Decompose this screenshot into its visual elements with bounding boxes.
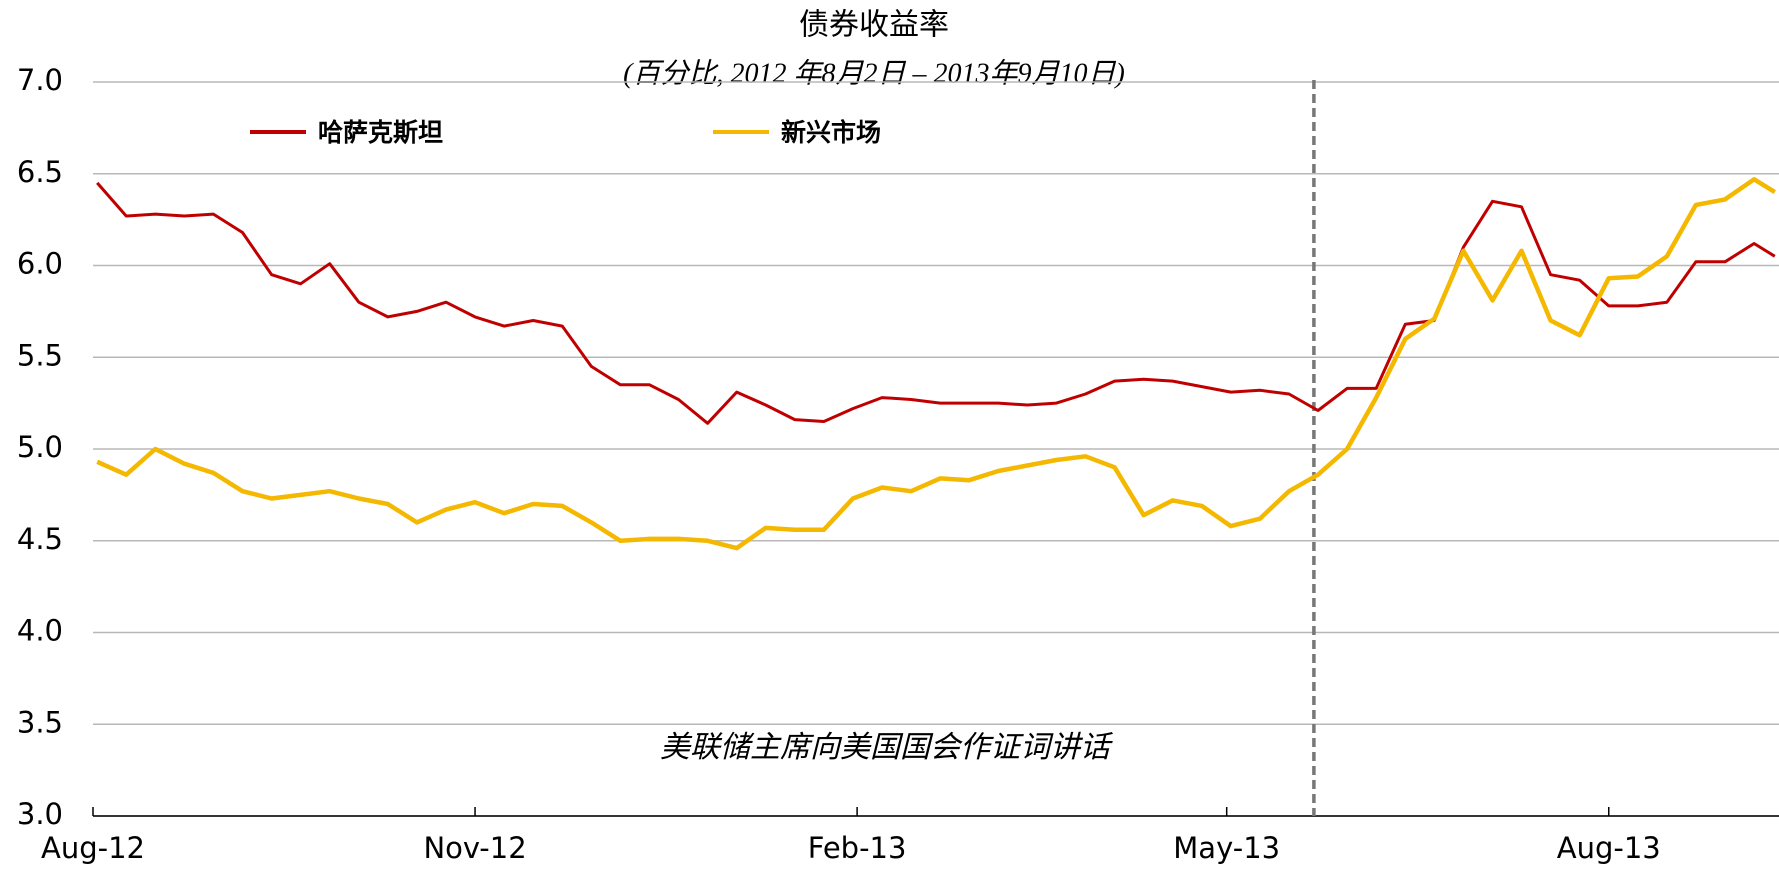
y-tick-label: 4.0 xyxy=(17,614,63,648)
y-tick-label: 3.0 xyxy=(17,797,63,831)
x-tick-label: May-13 xyxy=(1173,831,1280,865)
y-tick-label: 6.5 xyxy=(17,155,63,189)
chart-title: 债券收益率 xyxy=(799,8,949,43)
y-tick-label: 6.0 xyxy=(17,247,63,281)
chart-subtitle: (百分比, 2012 年8月2日 – 2013年9月10日) xyxy=(623,58,1125,89)
x-tick-label: Aug-13 xyxy=(1557,831,1661,865)
legend-label: 新兴市场 xyxy=(781,118,881,147)
series-line xyxy=(96,177,1776,551)
y-tick-label: 7.0 xyxy=(17,63,63,97)
y-tick-label: 5.5 xyxy=(17,338,63,372)
y-tick-label: 4.5 xyxy=(17,522,63,556)
series-line xyxy=(96,181,1776,425)
annotation-text: 美联储主席向美国国会作证词讲话 xyxy=(660,731,1113,764)
x-tick-label: Nov-12 xyxy=(423,831,526,865)
y-tick-label: 3.5 xyxy=(17,705,63,739)
x-tick-label: Feb-13 xyxy=(808,831,907,865)
legend-label: 哈萨克斯坦 xyxy=(318,118,443,147)
y-tick-label: 5.0 xyxy=(17,430,63,464)
x-tick-label: Aug-12 xyxy=(41,831,145,865)
